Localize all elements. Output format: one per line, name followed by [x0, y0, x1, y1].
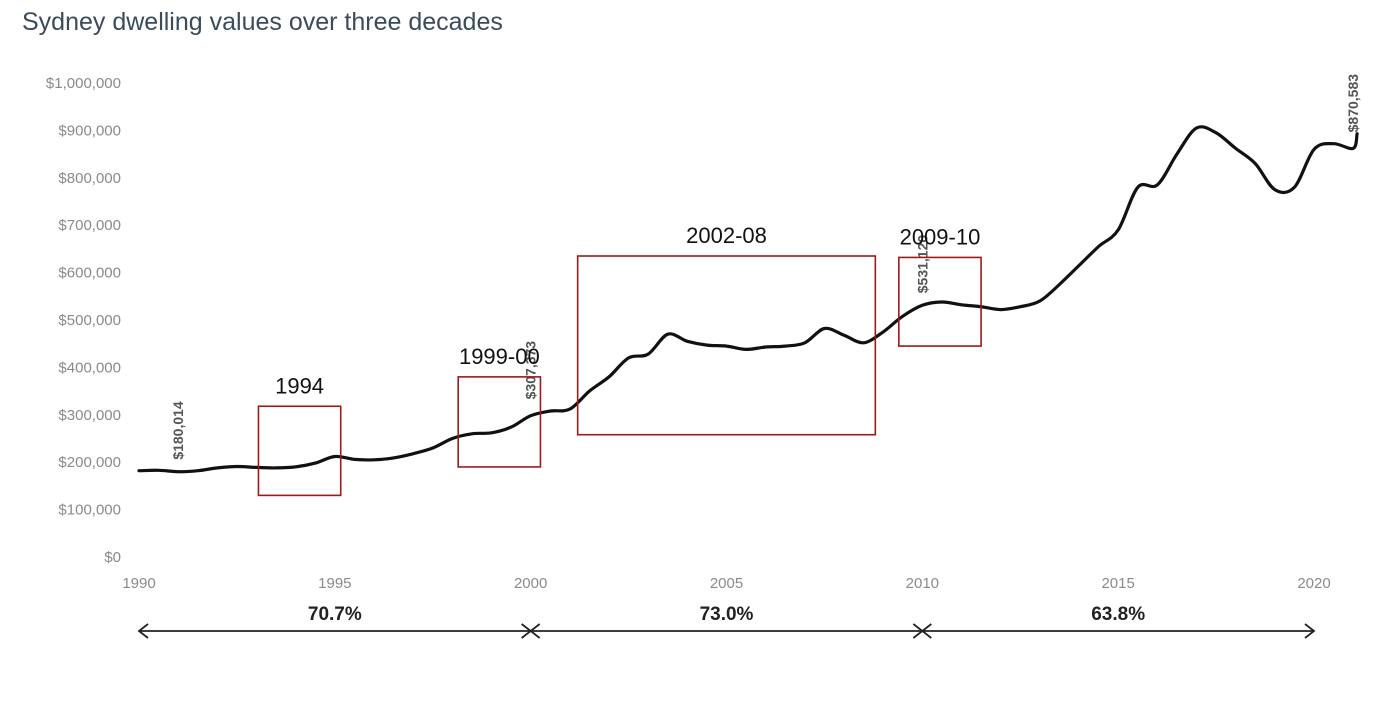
growth-arrow-head-right	[1304, 623, 1316, 639]
chart-title: Sydney dwelling values over three decade…	[22, 8, 503, 36]
highlight-box	[898, 256, 982, 347]
y-tick-label: $1,000,000	[46, 75, 121, 92]
x-tick-label: 2000	[514, 575, 547, 592]
y-tick-label: $700,000	[58, 217, 121, 234]
y-tick-label: $400,000	[58, 359, 121, 376]
value-annotation: $531,120	[914, 235, 930, 294]
value-annotation: $870,583	[1345, 74, 1361, 133]
x-tick-label: 2020	[1297, 575, 1330, 592]
highlight-box-label: 1994	[275, 373, 324, 398]
highlight-box-label: 2002-08	[686, 223, 767, 248]
growth-arrow-head-left	[920, 623, 932, 639]
highlight-box-label: 2009-10	[900, 224, 981, 249]
highlight-box	[576, 255, 877, 436]
y-tick-label: $800,000	[58, 170, 121, 187]
x-tick-label: 2010	[906, 575, 939, 592]
y-tick-label: $200,000	[58, 454, 121, 471]
y-tick-label: $600,000	[58, 265, 121, 282]
value-annotation: $307,373	[523, 341, 539, 400]
y-tick-label: $900,000	[58, 122, 121, 139]
highlight-box-label: 1999-00	[459, 344, 540, 369]
growth-arrow-head-left	[137, 623, 149, 639]
x-tick-label: 2015	[1101, 575, 1134, 592]
x-tick-label: 1990	[122, 575, 155, 592]
growth-label: 70.7%	[308, 604, 362, 625]
series-line-0	[137, 125, 1359, 474]
x-tick-label: 2005	[710, 575, 743, 592]
value-annotation: $180,014	[170, 401, 186, 460]
y-tick-label: $100,000	[58, 502, 121, 519]
growth-label: 73.0%	[700, 604, 754, 625]
x-tick-label: 1995	[318, 575, 351, 592]
highlight-box	[457, 376, 542, 468]
y-tick-label: $500,000	[58, 312, 121, 329]
growth-arrow-head-left	[529, 623, 541, 639]
highlight-box	[257, 405, 342, 497]
y-tick-label: $0	[104, 549, 121, 566]
growth-label: 63.8%	[1091, 604, 1145, 625]
y-tick-label: $300,000	[58, 407, 121, 424]
